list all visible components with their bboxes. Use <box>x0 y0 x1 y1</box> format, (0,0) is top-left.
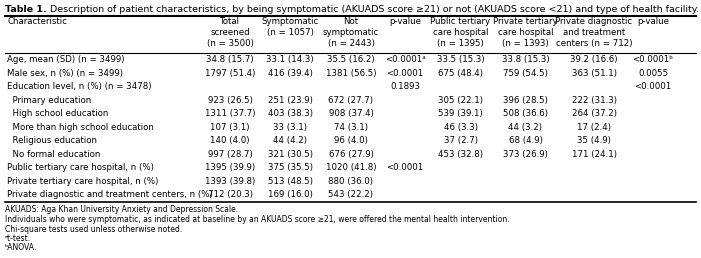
Text: p-value: p-value <box>637 17 669 26</box>
Text: Symptomatic
(n = 1057): Symptomatic (n = 1057) <box>261 17 319 37</box>
Text: 35.5 (16.2): 35.5 (16.2) <box>327 55 375 64</box>
Text: 46 (3.3): 46 (3.3) <box>444 123 477 132</box>
Text: No formal education: No formal education <box>7 150 100 159</box>
Text: 169 (16.0): 169 (16.0) <box>268 190 313 199</box>
Text: 543 (22.2): 543 (22.2) <box>329 190 374 199</box>
Text: 33.5 (15.3): 33.5 (15.3) <box>437 55 484 64</box>
Text: <0.0001: <0.0001 <box>386 163 423 172</box>
Text: 759 (54.5): 759 (54.5) <box>503 69 548 78</box>
Text: 37 (2.7): 37 (2.7) <box>444 136 477 145</box>
Text: 373 (26.9): 373 (26.9) <box>503 150 548 159</box>
Text: Public tertiary care hospital, n (%): Public tertiary care hospital, n (%) <box>7 163 154 172</box>
Text: 171 (24.1): 171 (24.1) <box>571 150 616 159</box>
Text: p-value: p-value <box>389 17 421 26</box>
Text: ᵃt-test.: ᵃt-test. <box>5 234 31 243</box>
Text: 539 (39.1): 539 (39.1) <box>438 109 483 118</box>
Text: 107 (3.1): 107 (3.1) <box>210 123 250 132</box>
Text: 17 (2.4): 17 (2.4) <box>577 123 611 132</box>
Text: 712 (20.3): 712 (20.3) <box>207 190 252 199</box>
Text: 264 (37.2): 264 (37.2) <box>571 109 616 118</box>
Text: 1797 (51.4): 1797 (51.4) <box>205 69 255 78</box>
Text: 1020 (41.8): 1020 (41.8) <box>326 163 376 172</box>
Text: 35 (4.9): 35 (4.9) <box>577 136 611 145</box>
Text: 508 (36.6): 508 (36.6) <box>503 109 548 118</box>
Text: 305 (22.1): 305 (22.1) <box>438 96 483 105</box>
Text: 923 (26.5): 923 (26.5) <box>207 96 252 105</box>
Text: 1395 (39.9): 1395 (39.9) <box>205 163 255 172</box>
Text: Characteristic: Characteristic <box>7 17 67 26</box>
Text: <0.0001ᵇ: <0.0001ᵇ <box>632 55 674 64</box>
Text: 997 (28.7): 997 (28.7) <box>207 150 252 159</box>
Text: 96 (4.0): 96 (4.0) <box>334 136 368 145</box>
Text: 33 (3.1): 33 (3.1) <box>273 123 307 132</box>
Text: 34.8 (15.7): 34.8 (15.7) <box>206 55 254 64</box>
Text: Private diagnostic
and treatment
centers (n = 712): Private diagnostic and treatment centers… <box>555 17 632 48</box>
Text: 140 (4.0): 140 (4.0) <box>210 136 250 145</box>
Text: <0.0001: <0.0001 <box>634 82 672 91</box>
Text: Chi-square tests used unless otherwise noted.: Chi-square tests used unless otherwise n… <box>5 224 182 233</box>
Text: Education level, n (%) (n = 3478): Education level, n (%) (n = 3478) <box>7 82 151 91</box>
Text: 880 (36.0): 880 (36.0) <box>329 177 374 186</box>
Text: 222 (31.3): 222 (31.3) <box>571 96 616 105</box>
Text: 39.2 (16.6): 39.2 (16.6) <box>570 55 618 64</box>
Text: 0.1893: 0.1893 <box>390 82 420 91</box>
Text: 1393 (39.8): 1393 (39.8) <box>205 177 255 186</box>
Text: AKUADS: Aga Khan University Anxiety and Depression Scale.: AKUADS: Aga Khan University Anxiety and … <box>5 206 238 214</box>
Text: 513 (48.5): 513 (48.5) <box>268 177 313 186</box>
Text: Total
screened
(n = 3500): Total screened (n = 3500) <box>207 17 254 48</box>
Text: More than high school education: More than high school education <box>7 123 154 132</box>
Text: Table 1.: Table 1. <box>5 5 47 14</box>
Text: Primary education: Primary education <box>7 96 91 105</box>
Text: 1311 (37.7): 1311 (37.7) <box>205 109 255 118</box>
Text: 44 (3.2): 44 (3.2) <box>508 123 543 132</box>
Text: Male sex, n (%) (n = 3499): Male sex, n (%) (n = 3499) <box>7 69 123 78</box>
Text: Religious education: Religious education <box>7 136 97 145</box>
Text: 453 (32.8): 453 (32.8) <box>438 150 483 159</box>
Text: 68 (4.9): 68 (4.9) <box>508 136 543 145</box>
Text: Not
symptomatic
(n = 2443): Not symptomatic (n = 2443) <box>323 17 379 48</box>
Text: ᵇANOVA.: ᵇANOVA. <box>5 244 37 253</box>
Text: 416 (39.4): 416 (39.4) <box>268 69 313 78</box>
Text: 403 (38.3): 403 (38.3) <box>268 109 313 118</box>
Text: 375 (35.5): 375 (35.5) <box>268 163 313 172</box>
Text: Description of patient characteristics, by being symptomatic (AKUADS score ≥21) : Description of patient characteristics, … <box>44 5 699 14</box>
Text: <0.0001ᵃ: <0.0001ᵃ <box>385 55 426 64</box>
Text: 74 (3.1): 74 (3.1) <box>334 123 368 132</box>
Text: Private tertiary care hospital, n (%): Private tertiary care hospital, n (%) <box>7 177 158 186</box>
Text: 676 (27.9): 676 (27.9) <box>329 150 374 159</box>
Text: 33.8 (15.3): 33.8 (15.3) <box>502 55 550 64</box>
Text: 0.0055: 0.0055 <box>638 69 668 78</box>
Text: 44 (4.2): 44 (4.2) <box>273 136 307 145</box>
Text: 363 (51.1): 363 (51.1) <box>571 69 616 78</box>
Text: 908 (37.4): 908 (37.4) <box>329 109 374 118</box>
Text: 1381 (56.5): 1381 (56.5) <box>326 69 376 78</box>
Text: 33.1 (14.3): 33.1 (14.3) <box>266 55 314 64</box>
Text: Private diagnostic and treatment centers, n (%): Private diagnostic and treatment centers… <box>7 190 212 199</box>
Text: 321 (30.5): 321 (30.5) <box>268 150 313 159</box>
Text: Private tertiary
care hospital
(n = 1393): Private tertiary care hospital (n = 1393… <box>494 17 558 48</box>
Text: Age, mean (SD) (n = 3499): Age, mean (SD) (n = 3499) <box>7 55 125 64</box>
Text: 675 (48.4): 675 (48.4) <box>438 69 483 78</box>
Text: Individuals who were symptomatic, as indicated at baseline by an AKUADS score ≥2: Individuals who were symptomatic, as ind… <box>5 215 510 224</box>
Text: Public tertiary
care hospital
(n = 1395): Public tertiary care hospital (n = 1395) <box>430 17 491 48</box>
Text: 672 (27.7): 672 (27.7) <box>329 96 374 105</box>
Text: 251 (23.9): 251 (23.9) <box>268 96 313 105</box>
Text: 396 (28.5): 396 (28.5) <box>503 96 548 105</box>
Text: <0.0001: <0.0001 <box>386 69 423 78</box>
Text: High school education: High school education <box>7 109 109 118</box>
